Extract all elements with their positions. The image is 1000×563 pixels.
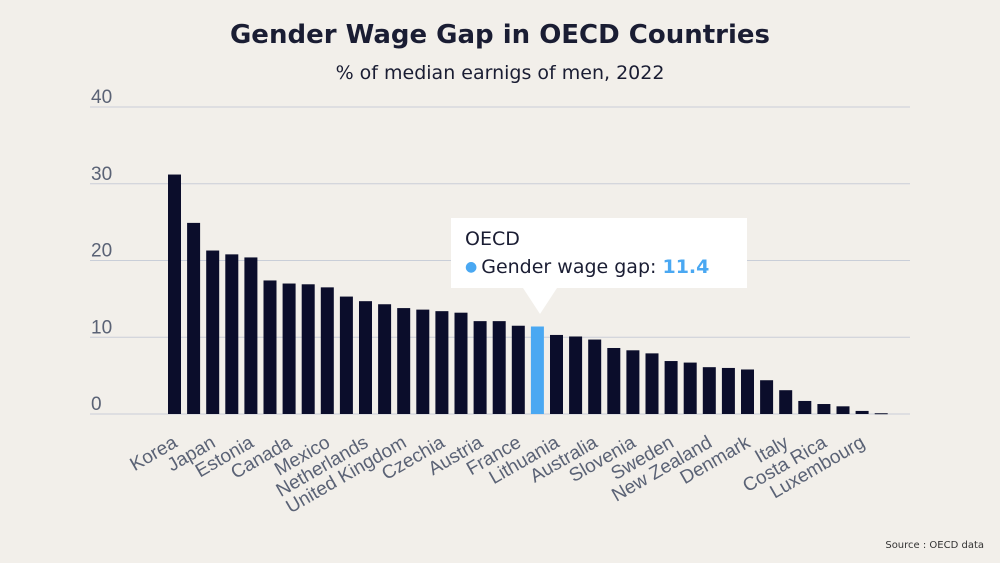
bar xyxy=(359,301,372,414)
tooltip-value: 11.4 xyxy=(662,256,710,278)
bar xyxy=(550,334,563,414)
bar-highlight xyxy=(530,326,544,414)
bar xyxy=(168,174,181,414)
bar xyxy=(645,353,659,414)
bar xyxy=(664,361,678,414)
bar xyxy=(225,254,239,414)
chart-tooltip: OECD ● Gender wage gap: 11.4 xyxy=(451,218,747,314)
series-dot-icon: ● xyxy=(465,259,478,275)
bar xyxy=(874,413,888,415)
bar xyxy=(301,284,315,414)
bar xyxy=(836,406,850,414)
bar xyxy=(397,308,411,414)
bar xyxy=(339,296,353,414)
bar xyxy=(855,410,869,414)
y-tick-label: 20 xyxy=(91,241,112,262)
bar xyxy=(492,321,506,414)
bar xyxy=(416,309,430,414)
bar xyxy=(511,325,525,414)
bar xyxy=(683,362,697,414)
bar xyxy=(206,250,220,414)
bar xyxy=(626,350,640,414)
bar xyxy=(244,257,258,414)
bar xyxy=(473,321,487,414)
bar xyxy=(588,339,602,414)
bar xyxy=(817,404,831,414)
bar xyxy=(569,336,583,414)
bar xyxy=(607,347,621,414)
y-tick-label: 10 xyxy=(91,317,112,338)
bar xyxy=(282,283,296,414)
bar xyxy=(741,369,754,414)
bar xyxy=(454,312,468,414)
y-tick-label: 40 xyxy=(91,87,112,108)
y-tick-label: 30 xyxy=(91,164,112,185)
tooltip-title: OECD xyxy=(465,228,520,250)
bar xyxy=(721,367,735,414)
bar xyxy=(798,400,812,414)
bar xyxy=(435,311,449,414)
bar xyxy=(263,280,277,414)
chart-subtitle: % of median earnigs of men, 2022 xyxy=(335,62,665,84)
bar xyxy=(320,287,334,414)
bar xyxy=(378,304,392,414)
bar xyxy=(779,390,793,414)
tooltip-row: ● Gender wage gap: 11.4 xyxy=(465,256,733,278)
bar xyxy=(760,380,774,414)
tooltip-series-label: Gender wage gap: xyxy=(481,256,657,278)
chart-title: Gender Wage Gap in OECD Countries xyxy=(229,20,771,50)
bar xyxy=(187,222,201,414)
source-note: Source : OECD data xyxy=(885,540,984,551)
y-tick-label: 0 xyxy=(91,394,102,415)
bar xyxy=(702,367,716,414)
